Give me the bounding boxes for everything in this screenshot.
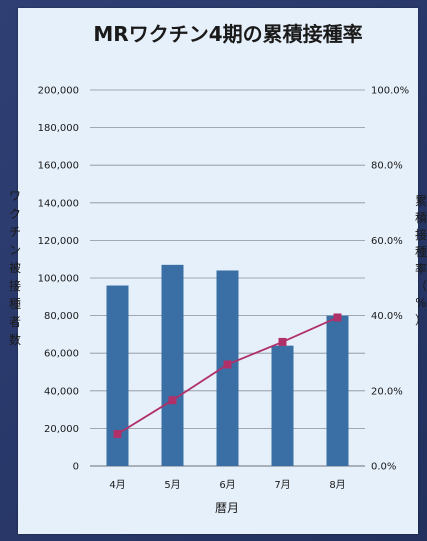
- y-tick-label: 160,000: [38, 161, 79, 172]
- axis-title-char: 者: [9, 315, 21, 329]
- x-tick-label: 5月: [164, 479, 180, 491]
- y-tick-label: 60,000: [44, 349, 79, 360]
- axis-title-char: %: [415, 296, 426, 310]
- x-tick-label: 7月: [274, 479, 290, 491]
- bar: [326, 315, 349, 466]
- y-tick-label: 0: [73, 462, 79, 473]
- axis-title-char: ク: [9, 207, 21, 221]
- x-tick-label: 8月: [329, 479, 345, 491]
- axis-title-char: ）: [415, 313, 427, 327]
- right-axis-ticks: 0.0% 20.0% 40.0% 60.0% 80.0% 100.0%: [371, 86, 409, 473]
- axis-title-char: 接: [9, 278, 21, 293]
- line-marker: [113, 430, 122, 439]
- y-tick-label: 80,000: [44, 311, 79, 322]
- axis-title-char: 率: [415, 261, 427, 276]
- x-tick-label: 6月: [219, 479, 235, 491]
- y-tick-label: 120,000: [38, 236, 79, 247]
- axis-title-char: 積: [415, 210, 427, 225]
- line-series: [113, 313, 342, 439]
- y-tick-label: 180,000: [38, 123, 79, 134]
- axis-title-char: 接: [415, 227, 427, 242]
- axis-title-char: ン: [9, 243, 21, 257]
- axis-title-char: ワ: [9, 189, 21, 203]
- line-marker: [223, 360, 232, 369]
- y2-tick-label: 60.0%: [371, 236, 403, 247]
- line-marker: [168, 396, 177, 405]
- y2-tick-label: 20.0%: [371, 386, 403, 397]
- axis-title-char: 種: [415, 245, 427, 259]
- x-axis-ticks: 4月 5月 6月 7月 8月: [109, 479, 345, 491]
- axis-title-char: （: [415, 279, 427, 293]
- x-axis-title: 暦月: [215, 501, 239, 515]
- bar: [106, 285, 129, 466]
- y-tick-label: 100,000: [38, 274, 79, 285]
- axis-title-char: 種: [9, 297, 21, 311]
- y-tick-label: 140,000: [38, 198, 79, 209]
- left-axis-title: ワクチン被接種者数: [9, 189, 21, 347]
- y2-tick-label: 0.0%: [371, 462, 396, 473]
- y-tick-label: 40,000: [44, 386, 79, 397]
- axis-title-char: チ: [9, 225, 21, 239]
- y-tick-label: 200,000: [38, 86, 79, 97]
- bar: [271, 345, 294, 466]
- bar: [161, 264, 184, 466]
- y2-tick-label: 40.0%: [371, 311, 403, 322]
- y-tick-label: 20,000: [44, 424, 79, 435]
- left-axis-ticks: 0 20,000 40,000 60,000 80,000 100,000 120,000 1…: [38, 86, 79, 473]
- line-marker: [278, 337, 287, 346]
- x-tick-label: 4月: [109, 479, 125, 491]
- y2-tick-label: 100.0%: [371, 86, 409, 97]
- y2-tick-label: 80.0%: [371, 161, 403, 172]
- axis-title-char: 累: [415, 194, 427, 208]
- axis-title-char: 数: [9, 332, 21, 347]
- right-axis-title: 累積接種率 （% ）: [415, 194, 427, 327]
- line-marker: [333, 313, 342, 322]
- axis-title-char: 被: [9, 261, 21, 275]
- chart-title: MRワクチン4期の累積接種率: [93, 22, 362, 46]
